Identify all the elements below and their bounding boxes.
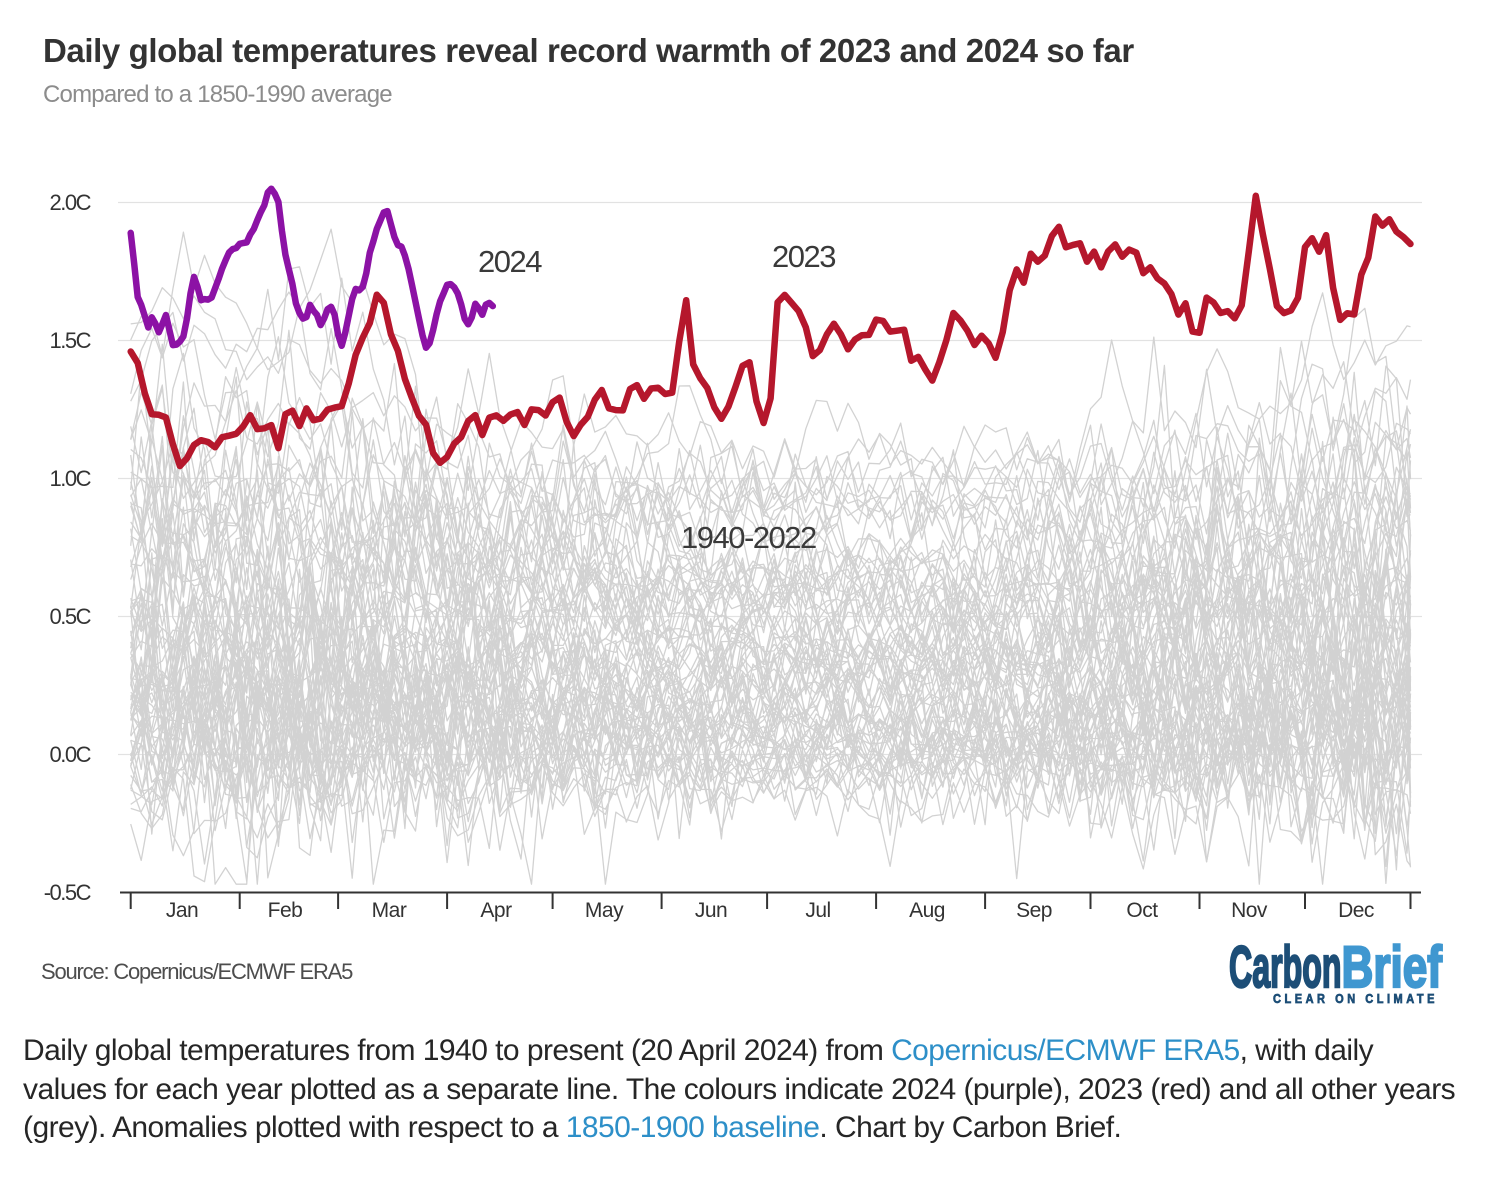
svg-text:Brief: Brief (1342, 935, 1443, 1000)
svg-text:CLEAR ON CLIMATE: CLEAR ON CLIMATE (1273, 992, 1438, 1006)
svg-text:Carbon: Carbon (1229, 935, 1342, 1000)
